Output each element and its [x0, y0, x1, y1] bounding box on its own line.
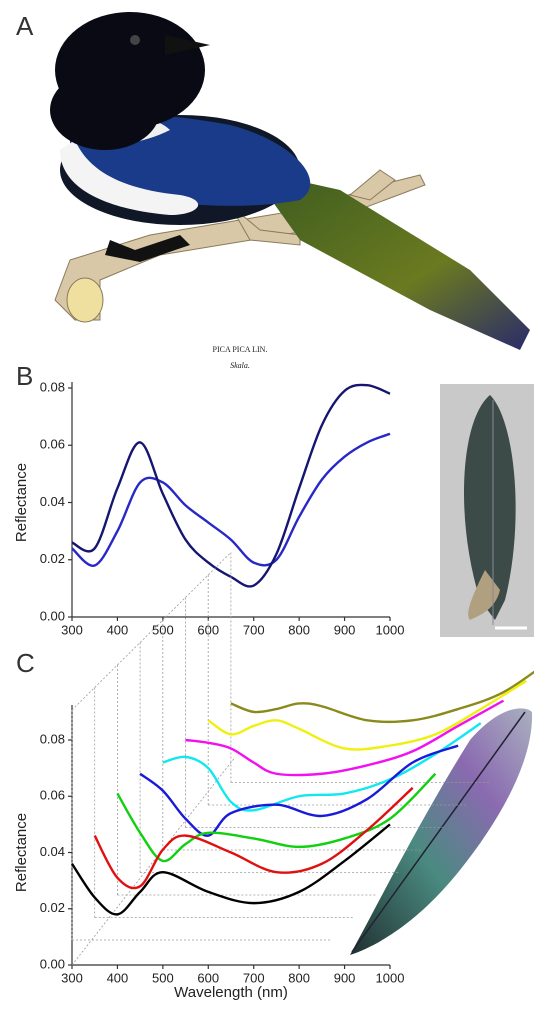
x-tick-label: 1000: [376, 970, 405, 985]
line-series: [207, 679, 527, 751]
x-tick-label: 700: [243, 622, 265, 637]
x-tick-label: 600: [197, 970, 219, 985]
illustration-caption: PICA PICA LIN.: [213, 345, 268, 354]
y-tick-label: 0.04: [40, 844, 65, 859]
x-tick-label: 300: [61, 970, 83, 985]
panel-label: B: [16, 361, 33, 391]
line-series: [139, 744, 459, 837]
x-tick-label: 500: [152, 970, 174, 985]
y-tick-label: 0.08: [40, 379, 65, 394]
line-series: [116, 772, 437, 863]
depth-axis: [71, 552, 232, 711]
y-tick-label: 0.00: [40, 608, 65, 623]
feather-photo: [440, 384, 534, 637]
x-tick-label: 900: [334, 622, 356, 637]
y-axis-label: Reflectance: [13, 813, 30, 892]
y-axis-label: Reflectance: [13, 463, 30, 542]
line-series: [71, 383, 391, 588]
line-series: [185, 699, 505, 777]
x-tick-label: 700: [243, 970, 265, 985]
x-axis-label: Wavelength (nm): [174, 984, 288, 1001]
line-series: [230, 670, 534, 724]
illustration-subcaption: Skala.: [230, 361, 250, 370]
y-tick-label: 0.04: [40, 494, 65, 509]
x-tick-label: 1000: [376, 622, 405, 637]
x-tick-label: 800: [288, 970, 310, 985]
x-tick-label: 900: [334, 970, 356, 985]
line-series: [93, 786, 414, 890]
depth-axis: [71, 757, 236, 966]
y-tick-label: 0.02: [40, 900, 65, 915]
feather-c: [350, 708, 533, 955]
x-tick-label: 800: [288, 622, 310, 637]
line-series: [71, 432, 391, 567]
line-series: [71, 823, 391, 916]
y-tick-label: 0.08: [40, 731, 65, 746]
y-tick-label: 0.00: [40, 956, 65, 971]
y-tick-label: 0.06: [40, 788, 65, 803]
x-tick-label: 400: [107, 970, 129, 985]
y-tick-label: 0.02: [40, 551, 65, 566]
panel-label: C: [16, 648, 35, 678]
x-tick-label: 300: [61, 622, 83, 637]
x-tick-label: 400: [107, 622, 129, 637]
panel-label: A: [16, 11, 34, 41]
magpie-illustration: [50, 12, 530, 350]
y-tick-label: 0.06: [40, 437, 65, 452]
x-tick-label: 600: [197, 622, 219, 637]
